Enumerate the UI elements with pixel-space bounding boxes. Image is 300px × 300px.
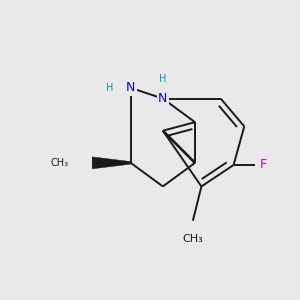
Polygon shape [92, 157, 131, 169]
Text: F: F [260, 158, 267, 172]
Text: CH₃: CH₃ [50, 158, 69, 168]
Text: N: N [126, 81, 135, 94]
Text: N: N [158, 92, 167, 105]
Text: H: H [106, 83, 114, 93]
Text: CH₃: CH₃ [182, 234, 203, 244]
Text: H: H [159, 74, 167, 84]
